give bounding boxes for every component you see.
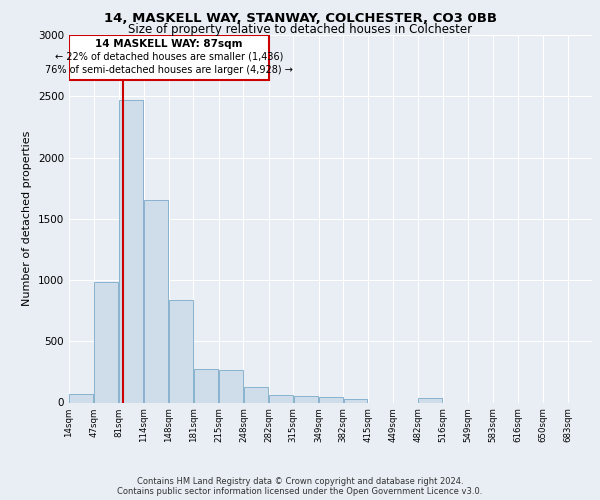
Bar [294,396,317,402]
Bar [319,397,343,402]
Text: 14 MASKELL WAY: 87sqm: 14 MASKELL WAY: 87sqm [95,39,242,49]
Bar [70,394,93,402]
Bar [219,370,243,402]
Text: 14, MASKELL WAY, STANWAY, COLCHESTER, CO3 0BB: 14, MASKELL WAY, STANWAY, COLCHESTER, CO… [104,12,497,26]
Y-axis label: Number of detached properties: Number of detached properties [22,131,32,306]
Bar [119,100,143,402]
Bar [94,282,118,403]
Text: Size of property relative to detached houses in Colchester: Size of property relative to detached ho… [128,22,472,36]
Text: 76% of semi-detached houses are larger (4,928) →: 76% of semi-detached houses are larger (… [45,66,293,76]
Text: Contains HM Land Registry data © Crown copyright and database right 2024.
Contai: Contains HM Land Registry data © Crown c… [118,476,482,496]
Bar [244,386,268,402]
Text: ← 22% of detached houses are smaller (1,436): ← 22% of detached houses are smaller (1,… [55,52,283,62]
Bar [269,395,293,402]
Bar [344,399,367,402]
Bar [144,200,168,402]
Bar [169,300,193,403]
Bar [418,398,442,402]
Bar [194,370,218,402]
FancyBboxPatch shape [69,35,269,80]
